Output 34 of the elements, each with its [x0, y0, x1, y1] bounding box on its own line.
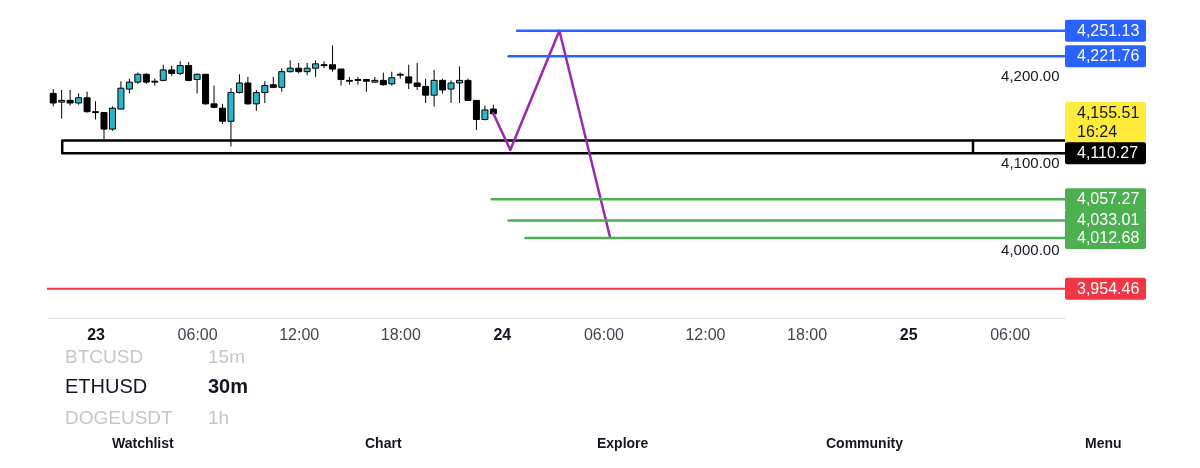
candlestick: [405, 64, 413, 90]
x-tick-label: 23: [87, 325, 106, 343]
text: 1h: [208, 407, 230, 428]
text: Chart: [365, 435, 402, 451]
text: Explore: [597, 435, 649, 451]
data-label: 4,012.68: [1077, 229, 1140, 247]
x-tick-label: 24: [493, 325, 512, 343]
x-tick-label: 06:00: [990, 325, 1031, 343]
y-tick-label: 4,100.00: [1001, 153, 1060, 171]
text: Menu: [1085, 435, 1122, 451]
text: 4,155.51: [1077, 104, 1140, 121]
data-label: 4,221.76: [1077, 47, 1140, 65]
x-tick-label: 25: [899, 325, 918, 343]
text: ETHUSD: [65, 375, 148, 397]
data-label: 4,110.27: [1077, 144, 1139, 162]
data-label: 4,057.27: [1077, 190, 1140, 208]
text: 30m: [208, 375, 249, 397]
x-tick-label: 18:00: [380, 325, 421, 343]
y-tick-label: 4,000.00: [1001, 240, 1060, 258]
x-tick-label: 06:00: [583, 325, 625, 343]
x-tick-label: 18:00: [787, 325, 828, 343]
x-tick-label: 12:00: [279, 325, 320, 343]
text: 15m: [208, 346, 245, 367]
x-tick-label: 06:00: [177, 325, 218, 343]
text: Watchlist: [112, 435, 175, 451]
x-tick-label: 12:00: [685, 325, 726, 343]
text: Community: [826, 435, 904, 451]
text: BTCUSD: [65, 346, 144, 367]
y-tick-label: 4,200.00: [1001, 66, 1060, 84]
ref-line-label: 3,954.46: [1077, 279, 1140, 297]
data-label: 4,251.13: [1077, 21, 1140, 39]
data-label: 4,033.01: [1077, 211, 1140, 229]
text: DOGEUSDT: [65, 407, 174, 428]
text: 16:24: [1077, 123, 1118, 140]
